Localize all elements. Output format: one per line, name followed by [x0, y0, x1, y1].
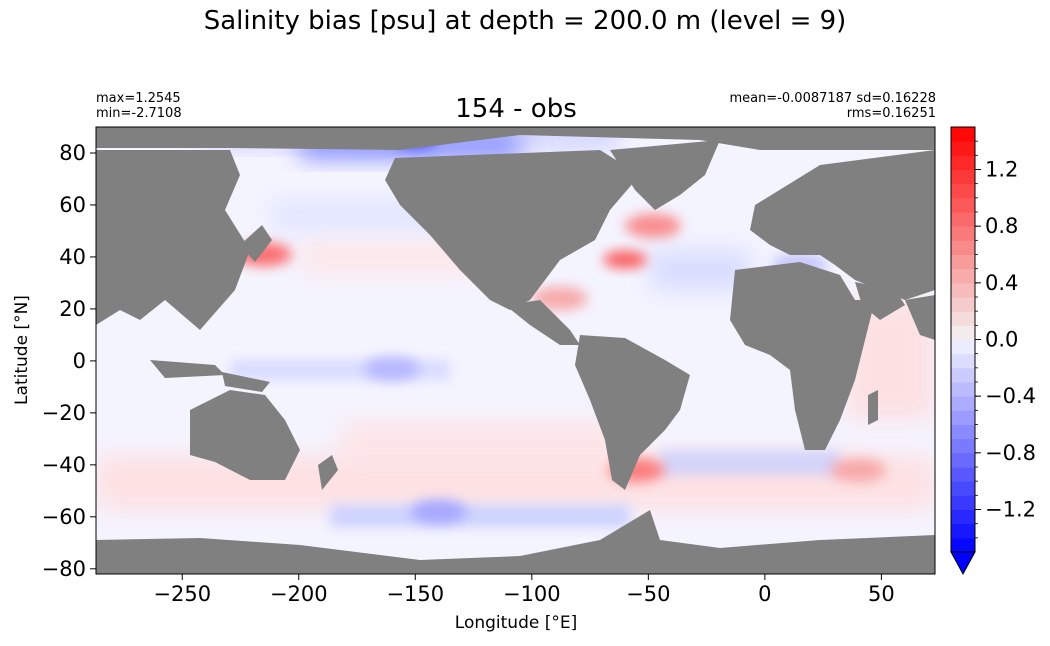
land-australia	[190, 390, 300, 480]
colorbar-level	[951, 537, 975, 553]
anomaly-gulf-of-mexico	[531, 286, 588, 311]
y-tick-label: 60	[59, 193, 86, 217]
colorbar-level	[951, 382, 975, 397]
land-antarctica	[96, 510, 935, 574]
y-axis: −80 −60 −40 −20 0 20 40 60 80	[42, 141, 96, 581]
colorbar-level	[951, 495, 975, 510]
colorbar-level	[951, 212, 975, 227]
stat-mean-sd: mean=-0.0087187 sd=0.16228	[729, 91, 936, 106]
x-tick-label: −100	[503, 582, 561, 606]
x-axis: −250 −200 −150 −100 −50 0 50	[153, 574, 895, 606]
stats-left: max=1.2545 min=-2.7108	[96, 91, 182, 121]
x-tick-label: −250	[153, 582, 211, 606]
land-north-america	[385, 150, 640, 310]
axes-title: 154 - obs	[455, 94, 577, 124]
anomaly-southern-ocean-front	[410, 499, 467, 524]
stat-max: max=1.2545	[96, 91, 181, 106]
band-south-atlantic-negative	[660, 450, 840, 475]
land-greenland	[610, 140, 720, 210]
land-eurasia-east	[750, 150, 935, 300]
band-south-pacific-positive	[340, 420, 640, 465]
colorbar-level	[951, 282, 975, 298]
anomaly-layer	[96, 127, 935, 527]
land-central-america	[505, 300, 580, 345]
colorbar-level	[951, 169, 975, 185]
colorbar-level	[951, 325, 975, 340]
y-tick-label: 40	[59, 245, 86, 269]
y-tick-label: −20	[42, 401, 86, 425]
y-tick-label: −60	[42, 505, 86, 529]
land-layer	[96, 127, 935, 574]
land-arctic-north	[96, 127, 935, 150]
land-africa	[730, 262, 875, 450]
figure-suptitle: Salinity bias [psu] at depth = 200.0 m (…	[203, 6, 847, 36]
colorbar-tick-label: 1.2	[985, 158, 1018, 182]
land-asia-west	[96, 150, 250, 330]
land-madagascar	[868, 390, 878, 425]
colorbar-level	[951, 367, 975, 383]
colorbar-tick-label: 0.4	[985, 271, 1018, 295]
x-tick-label: −200	[270, 582, 328, 606]
anomaly-labrador-sea	[625, 213, 682, 238]
colorbar-level	[951, 311, 975, 326]
colorbar-level	[951, 226, 975, 241]
x-tick-label: −50	[626, 582, 670, 606]
anomaly-equatorial-pacific	[363, 356, 420, 381]
colorbar-level	[951, 127, 975, 142]
colorbar-tick-label: −0.4	[985, 384, 1036, 408]
colorbar-level	[951, 183, 975, 199]
colorbar-level	[951, 523, 975, 539]
colorbar-level	[951, 268, 975, 284]
colorbar-level	[951, 339, 975, 355]
colorbar-level	[951, 424, 975, 440]
band-acc-negative	[330, 505, 630, 527]
colorbar-level	[951, 410, 975, 425]
land-new-guinea	[222, 372, 270, 392]
anomaly-gulf-stream	[603, 250, 648, 269]
y-tick-label: −80	[42, 557, 86, 581]
land-arabia	[855, 282, 905, 320]
y-axis-label: Latitude [°N]	[12, 295, 32, 405]
colorbar-level	[951, 396, 975, 411]
colorbar-tick-label: −0.8	[985, 441, 1036, 465]
y-tick-label: 80	[59, 141, 86, 165]
colorbar-level	[951, 240, 975, 255]
land-indonesia	[150, 360, 225, 378]
colorbar-level	[951, 438, 975, 454]
anomaly-agulhas-region	[830, 458, 887, 483]
colorbar-level	[951, 452, 975, 468]
x-tick-label: 0	[758, 582, 771, 606]
colorbar-level	[951, 481, 975, 496]
colorbar-level	[951, 467, 975, 482]
map-area	[96, 127, 935, 574]
x-tick-label: 50	[868, 582, 895, 606]
colorbar-level	[951, 297, 975, 312]
y-tick-label: 20	[59, 297, 86, 321]
colorbar-extend-min	[950, 551, 976, 576]
stat-rms: rms=0.16251	[846, 106, 936, 121]
colorbar-tick-label: −1.2	[985, 498, 1036, 522]
land-south-america	[575, 335, 690, 490]
colorbar-level	[951, 197, 975, 213]
colorbar-level	[951, 353, 975, 369]
land-india	[905, 295, 935, 340]
land-japan	[240, 225, 272, 262]
plot-frame	[95, 126, 936, 575]
colorbar: −1.2 −0.8 −0.4 0.0 0.4 0.8 1.2	[950, 126, 1036, 576]
band-north-atlantic-negative	[650, 250, 750, 290]
colorbar-tick-label: 0.0	[985, 328, 1018, 352]
colorbar-level	[951, 141, 975, 156]
colorbar-tick-label: 0.8	[985, 214, 1018, 238]
colorbar-level	[951, 509, 975, 525]
stats-right: mean=-0.0087187 sd=0.16228 rms=0.16251	[729, 91, 936, 121]
colorbar-level	[951, 254, 975, 270]
y-tick-label: 0	[73, 349, 86, 373]
y-tick-label: −40	[42, 453, 86, 477]
colorbar-level	[951, 155, 975, 170]
x-tick-label: −150	[386, 582, 444, 606]
stat-min: min=-2.7108	[96, 106, 182, 121]
x-axis-label: Longitude [°E]	[454, 613, 578, 633]
land-new-zealand	[318, 455, 338, 490]
